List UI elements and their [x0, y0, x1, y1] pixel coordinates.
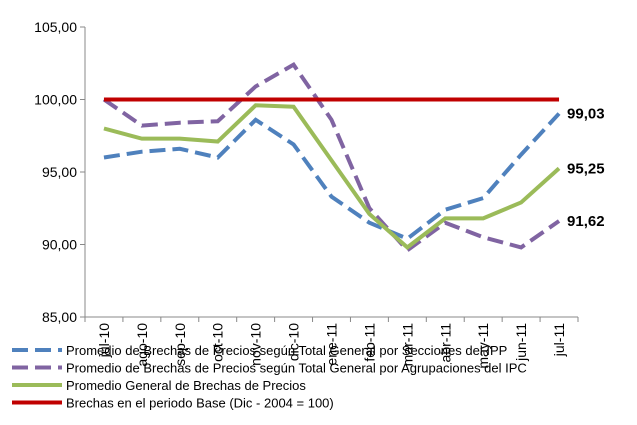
y-tick-label: 100,00: [34, 92, 77, 108]
x-tick-label: abr-11: [437, 323, 453, 363]
x-tick-label: jul-11: [551, 323, 567, 357]
x-tick-label: mar-11: [399, 323, 415, 367]
y-tick-label: 90,00: [42, 237, 77, 253]
legend-label: Promedio de Brechas de Precios según Tot…: [66, 343, 507, 358]
value-label: 95,25: [567, 160, 605, 177]
x-tick-label: sep-10: [172, 323, 188, 366]
series-line: [103, 112, 561, 241]
legend-label: Promedio de Brechas de Precios según Tot…: [66, 361, 527, 376]
value-label: 99,03: [567, 106, 605, 123]
y-tick-label: 105,00: [34, 19, 77, 35]
legend-label: Brechas en el periodo Base (Dic - 2004 =…: [66, 396, 334, 411]
value-label: 91,62: [567, 213, 605, 230]
x-tick-label: ene-11: [324, 323, 340, 366]
series-line: [102, 62, 561, 253]
x-tick-label: jun-11: [513, 323, 529, 362]
x-tick-label: oct-10: [210, 323, 226, 362]
y-tick-label: 95,00: [42, 164, 77, 180]
x-tick-label: nov-10: [248, 323, 264, 366]
x-tick-label: ago-10: [134, 323, 150, 367]
y-tick-label: 85,00: [42, 309, 77, 325]
series-line: [103, 103, 561, 250]
x-tick-label: jul-10: [96, 323, 112, 358]
legend-label: Promedio General de Brechas de Precios: [66, 378, 306, 393]
x-tick-label: feb-11: [361, 323, 377, 362]
x-tick-label: may-11: [475, 323, 491, 369]
x-tick-label: dic-10: [286, 323, 302, 361]
